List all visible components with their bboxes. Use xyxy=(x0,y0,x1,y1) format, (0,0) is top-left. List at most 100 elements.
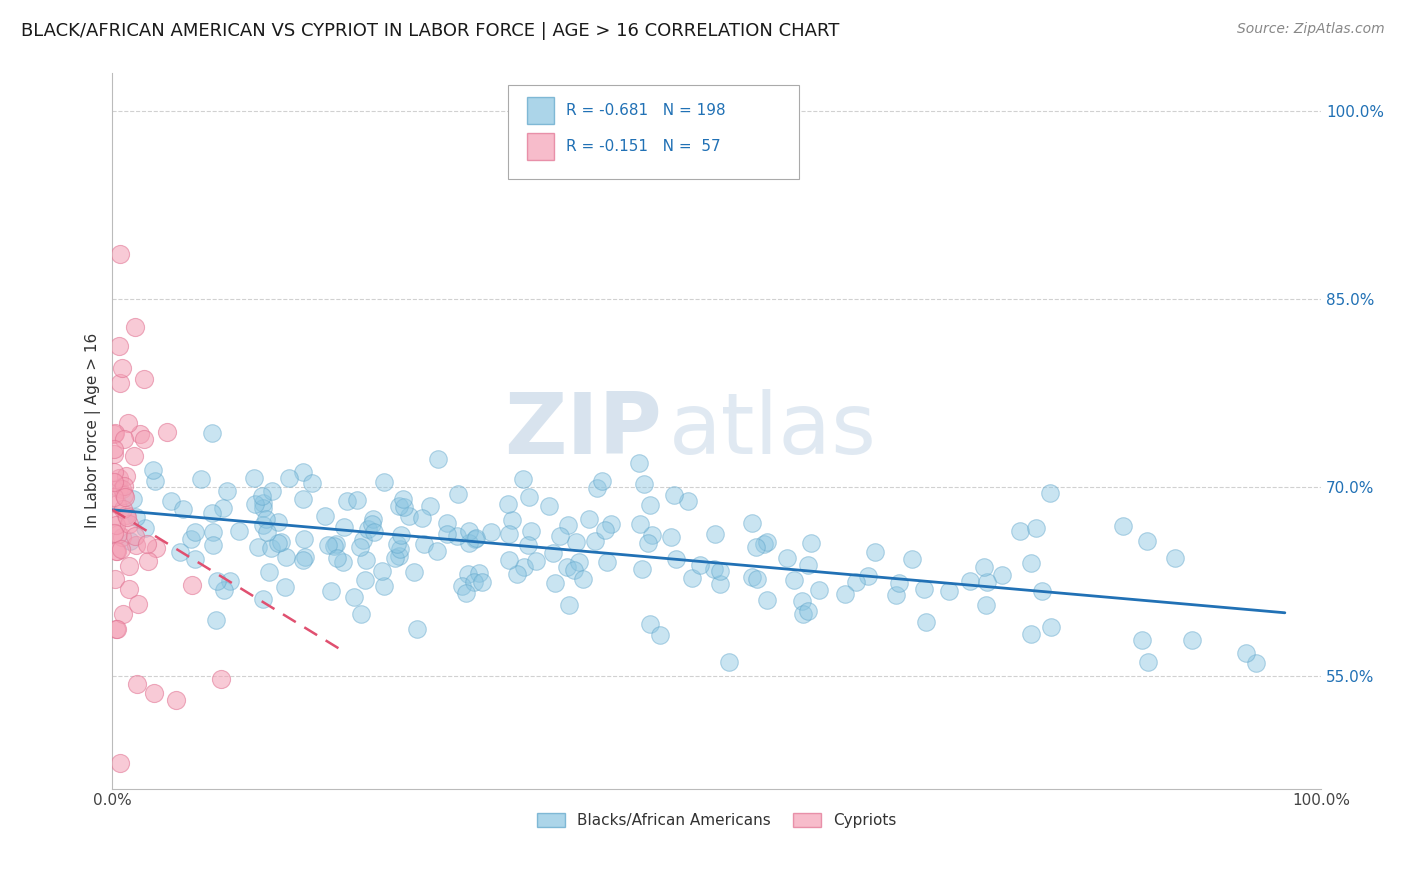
Point xyxy=(792,607,814,622)
Point xyxy=(718,655,741,669)
Point xyxy=(406,622,429,636)
Point xyxy=(681,571,703,585)
Point xyxy=(145,541,167,555)
Point xyxy=(1244,656,1267,670)
Point xyxy=(165,693,187,707)
Point xyxy=(450,579,472,593)
Point xyxy=(754,537,776,551)
Point xyxy=(562,563,585,577)
Point xyxy=(107,339,129,353)
Point xyxy=(446,529,468,543)
Point xyxy=(387,537,409,551)
Point xyxy=(807,582,830,597)
Point xyxy=(125,538,148,552)
Point xyxy=(104,544,127,558)
Point xyxy=(641,527,664,541)
Point xyxy=(252,592,274,607)
Point xyxy=(276,549,298,564)
Point xyxy=(548,529,571,543)
Point xyxy=(541,546,564,560)
Point xyxy=(201,538,224,552)
Point xyxy=(124,529,146,543)
Point xyxy=(214,582,236,597)
Point xyxy=(267,515,290,529)
Point xyxy=(316,538,339,552)
Point xyxy=(557,518,579,533)
Point xyxy=(501,513,523,527)
Point xyxy=(388,499,411,513)
Point xyxy=(506,567,529,582)
Point xyxy=(292,465,315,479)
Point xyxy=(129,427,152,442)
Point xyxy=(363,524,385,539)
Point xyxy=(458,524,481,539)
Point xyxy=(254,512,277,526)
Point xyxy=(183,525,205,540)
Text: atlas: atlas xyxy=(668,389,876,472)
Point xyxy=(292,553,315,567)
Point xyxy=(411,511,433,525)
Point xyxy=(915,615,938,629)
Point xyxy=(111,360,134,375)
Point xyxy=(142,463,165,477)
Point xyxy=(628,456,651,470)
Point xyxy=(118,582,141,596)
Point xyxy=(520,524,543,538)
Point xyxy=(1019,557,1042,571)
Point xyxy=(180,532,202,546)
Point xyxy=(756,593,779,607)
Point xyxy=(250,489,273,503)
Point xyxy=(346,492,368,507)
Point xyxy=(856,569,879,583)
Point xyxy=(454,586,477,600)
Point xyxy=(322,539,344,553)
Point xyxy=(172,502,194,516)
Point xyxy=(467,566,489,580)
Point xyxy=(796,558,818,573)
Point xyxy=(183,551,205,566)
Point xyxy=(783,573,806,587)
Point xyxy=(107,526,129,541)
Point xyxy=(301,476,323,491)
Point xyxy=(343,591,366,605)
Point xyxy=(132,372,155,386)
Point xyxy=(252,501,274,516)
Point xyxy=(143,474,166,488)
Point xyxy=(402,566,425,580)
Point xyxy=(1039,485,1062,500)
Point xyxy=(105,497,128,511)
Point xyxy=(111,607,134,622)
Point xyxy=(314,508,336,523)
Point xyxy=(103,442,125,457)
Point xyxy=(638,498,661,512)
Point xyxy=(446,487,468,501)
Point xyxy=(112,479,135,493)
Point xyxy=(1025,521,1047,535)
Point xyxy=(845,574,868,589)
Point xyxy=(756,534,779,549)
FancyBboxPatch shape xyxy=(527,133,554,161)
Point xyxy=(470,574,492,589)
Point xyxy=(112,501,135,516)
FancyBboxPatch shape xyxy=(508,85,799,179)
FancyBboxPatch shape xyxy=(527,97,554,125)
Point xyxy=(204,613,226,627)
Point xyxy=(637,535,659,549)
Point xyxy=(373,579,395,593)
Point xyxy=(436,527,458,541)
Point xyxy=(800,535,823,549)
Point xyxy=(1137,655,1160,669)
Point xyxy=(105,623,128,637)
Point xyxy=(201,524,224,539)
Point xyxy=(124,320,146,334)
Point xyxy=(256,525,278,540)
Point xyxy=(628,516,651,531)
Point xyxy=(105,543,128,558)
Point xyxy=(464,532,486,546)
Point xyxy=(252,517,274,532)
Point xyxy=(665,552,688,566)
Point xyxy=(591,474,613,488)
Point xyxy=(776,550,799,565)
Point xyxy=(112,432,135,446)
Point xyxy=(498,527,520,541)
